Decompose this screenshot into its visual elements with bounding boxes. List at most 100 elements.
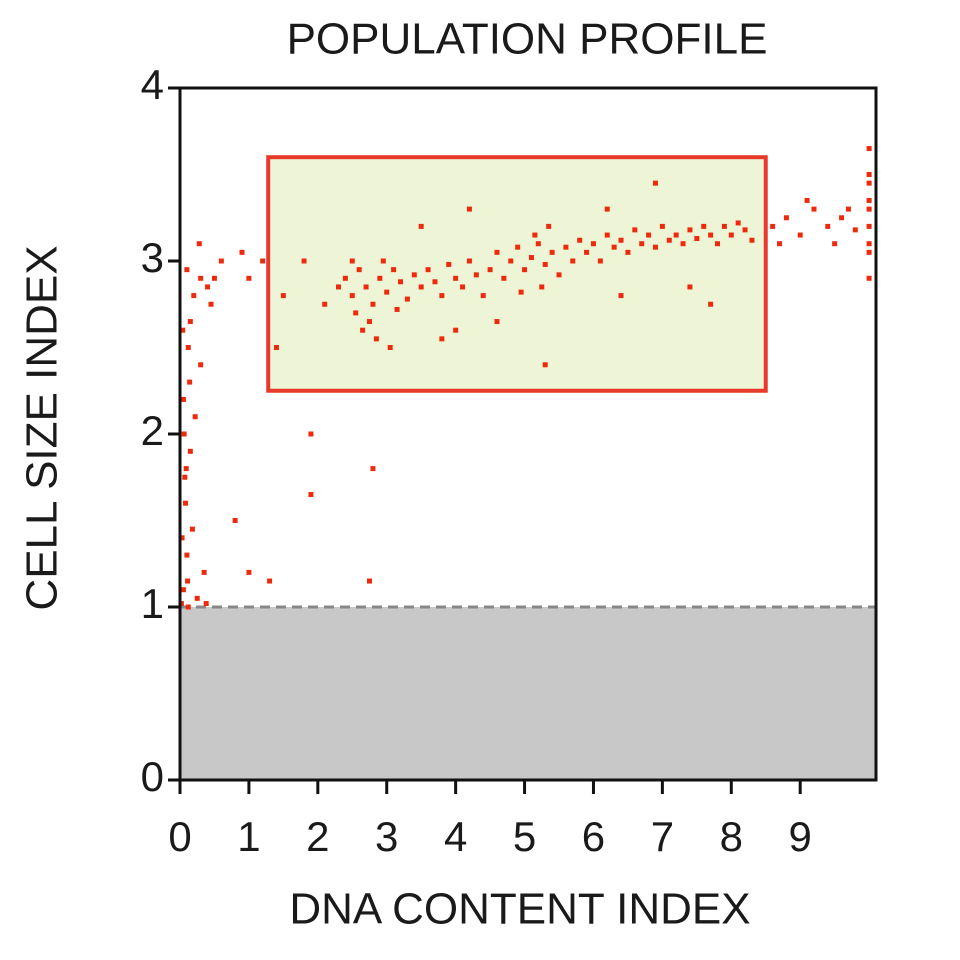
data-point: [811, 206, 817, 212]
data-point: [783, 215, 789, 221]
data-point: [187, 319, 193, 325]
x-tick-label: 5: [513, 813, 536, 860]
data-point: [735, 220, 741, 226]
data-point: [398, 279, 404, 285]
data-point: [239, 249, 245, 255]
data-point: [839, 215, 845, 221]
data-point: [394, 306, 400, 312]
data-point: [384, 289, 390, 295]
x-tick-label: 6: [582, 813, 605, 860]
data-point: [604, 232, 610, 238]
data-point: [183, 500, 189, 506]
data-point: [418, 223, 424, 229]
data-point: [659, 223, 665, 229]
data-point: [180, 587, 186, 593]
data-point: [466, 206, 472, 212]
data-point: [191, 293, 197, 299]
y-axis-label: CELL SIZE INDEX: [18, 245, 67, 610]
data-point: [652, 180, 658, 186]
data-point: [639, 241, 645, 247]
data-point: [181, 431, 187, 437]
data-point: [280, 293, 286, 299]
data-point: [203, 601, 209, 607]
data-point: [404, 296, 410, 302]
data-point: [866, 223, 872, 229]
data-point: [322, 301, 328, 307]
data-point: [701, 223, 707, 229]
data-point: [439, 293, 445, 299]
data-point: [590, 241, 596, 247]
data-point: [535, 241, 541, 247]
data-point: [825, 223, 831, 229]
data-point: [494, 319, 500, 325]
data-point: [749, 237, 755, 243]
data-point: [180, 396, 186, 402]
data-point: [363, 284, 369, 290]
data-point: [418, 284, 424, 290]
data-point: [680, 241, 686, 247]
data-point: [632, 227, 638, 233]
data-point: [208, 301, 214, 307]
data-point: [349, 258, 355, 264]
data-point: [646, 232, 652, 238]
data-point: [342, 275, 348, 281]
data-point: [260, 258, 266, 264]
data-point: [187, 379, 193, 385]
x-tick-label: 1: [237, 813, 260, 860]
data-point: [380, 258, 386, 264]
data-point: [301, 258, 307, 264]
data-point: [618, 293, 624, 299]
data-point: [218, 258, 224, 264]
data-point: [556, 272, 562, 278]
data-point: [532, 232, 538, 238]
data-point: [466, 258, 472, 264]
data-point: [387, 345, 393, 350]
data-point: [604, 206, 610, 212]
data-point: [187, 448, 193, 454]
data-point: [273, 345, 279, 350]
data-point: [715, 241, 721, 247]
data-point: [198, 275, 204, 281]
data-point: [185, 578, 191, 584]
data-point: [335, 284, 341, 290]
data-point: [549, 249, 555, 255]
data-point: [246, 569, 252, 575]
data-point: [866, 275, 872, 281]
y-tick-label: 4: [141, 61, 164, 108]
data-point: [618, 237, 624, 243]
data-point: [852, 227, 858, 233]
data-point: [201, 569, 207, 575]
data-point: [673, 232, 679, 238]
data-point: [184, 552, 190, 558]
data-point: [370, 466, 376, 472]
data-point: [185, 604, 191, 610]
data-point: [866, 172, 872, 177]
y-tick-label: 0: [141, 753, 164, 800]
data-point: [179, 535, 185, 541]
data-point: [708, 301, 714, 307]
data-point: [742, 227, 748, 233]
data-point: [349, 293, 355, 299]
data-point: [804, 197, 810, 203]
data-point: [570, 258, 576, 264]
x-tick-label: 0: [168, 813, 191, 860]
data-point: [666, 237, 672, 243]
chart-title: POPULATION PROFILE: [287, 15, 768, 64]
y-tick-label: 2: [141, 407, 164, 454]
data-point: [518, 289, 524, 295]
data-point: [308, 492, 314, 498]
data-point: [832, 241, 838, 247]
data-point: [439, 336, 445, 342]
x-axis-label: DNA CONTENT INDEX: [289, 885, 750, 934]
data-point: [367, 578, 373, 584]
data-point: [584, 249, 590, 255]
data-point: [192, 414, 198, 420]
data-point: [198, 362, 204, 368]
y-tick-label: 3: [141, 234, 164, 281]
data-point: [232, 518, 238, 523]
data-point: [721, 223, 727, 229]
gate: [266, 155, 768, 393]
data-point: [866, 206, 872, 212]
data-point: [180, 327, 186, 333]
